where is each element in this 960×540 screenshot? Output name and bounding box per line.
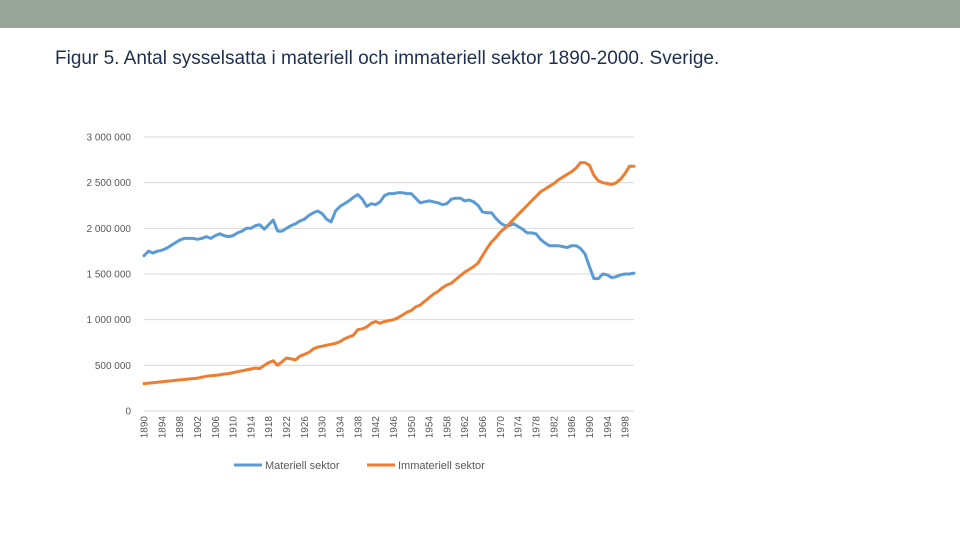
y-tick-label: 2 500 000	[87, 178, 132, 189]
chart-gridlines	[144, 136, 634, 412]
series-line-materiell	[142, 191, 636, 281]
x-tick-label: 1906	[211, 416, 222, 439]
slide-top-bar	[0, 0, 960, 28]
slide-title: Figur 5. Antal sysselsatta i materiell o…	[55, 48, 720, 69]
x-tick-label: 1962	[460, 416, 471, 439]
x-tick-label: 1934	[336, 416, 347, 439]
x-tick-label: 1950	[407, 416, 418, 439]
chart-legend: Materiell sektor Immateriell sektor	[234, 460, 485, 472]
y-axis-tick-labels: 0 500 000 1 000 000 1 500 000 2 000 000 2 500…	[87, 133, 132, 418]
x-tick-label: 1914	[246, 416, 257, 439]
x-tick-label: 1910	[229, 416, 240, 439]
legend-item-immateriell-label: Immateriell sektor	[398, 460, 485, 472]
x-tick-label: 1970	[496, 416, 507, 439]
legend-item-materiell-label: Materiell sektor	[265, 460, 340, 472]
x-tick-label: 1930	[318, 416, 329, 439]
y-tick-label: 3 000 000	[87, 133, 132, 144]
x-tick-label: 1994	[603, 416, 614, 439]
x-tick-label: 1894	[157, 416, 168, 439]
x-tick-label: 1922	[282, 416, 293, 439]
x-tick-label: 1982	[549, 416, 560, 439]
x-tick-label: 1918	[264, 416, 275, 439]
x-tick-label: 1986	[567, 416, 578, 439]
x-tick-label: 1966	[478, 416, 489, 439]
y-tick-label: 500 000	[95, 361, 132, 372]
x-tick-label: 1990	[585, 416, 596, 439]
x-tick-label: 1902	[193, 416, 204, 439]
chart-series-lines	[142, 161, 636, 386]
x-tick-label: 1974	[514, 416, 525, 439]
x-tick-label: 1938	[353, 416, 364, 439]
y-tick-label: 2 000 000	[87, 224, 132, 235]
x-tick-label: 1898	[175, 416, 186, 439]
x-tick-label: 1890	[140, 416, 151, 439]
x-axis-tick-labels: 1890 1894 1898 1902 1906 1910 1914 1918 1922 1926…	[140, 416, 632, 439]
y-tick-label: 0	[125, 407, 131, 418]
x-tick-label: 1946	[389, 416, 400, 439]
series-line-immateriell	[142, 161, 636, 386]
x-tick-label: 1954	[425, 416, 436, 439]
x-tick-label: 1942	[371, 416, 382, 439]
x-tick-label: 1998	[621, 416, 632, 439]
x-tick-label: 1958	[442, 416, 453, 439]
x-tick-label: 1926	[300, 416, 311, 439]
y-tick-label: 1 000 000	[87, 315, 132, 326]
x-tick-label: 1978	[532, 416, 543, 439]
y-tick-label: 1 500 000	[87, 270, 132, 281]
